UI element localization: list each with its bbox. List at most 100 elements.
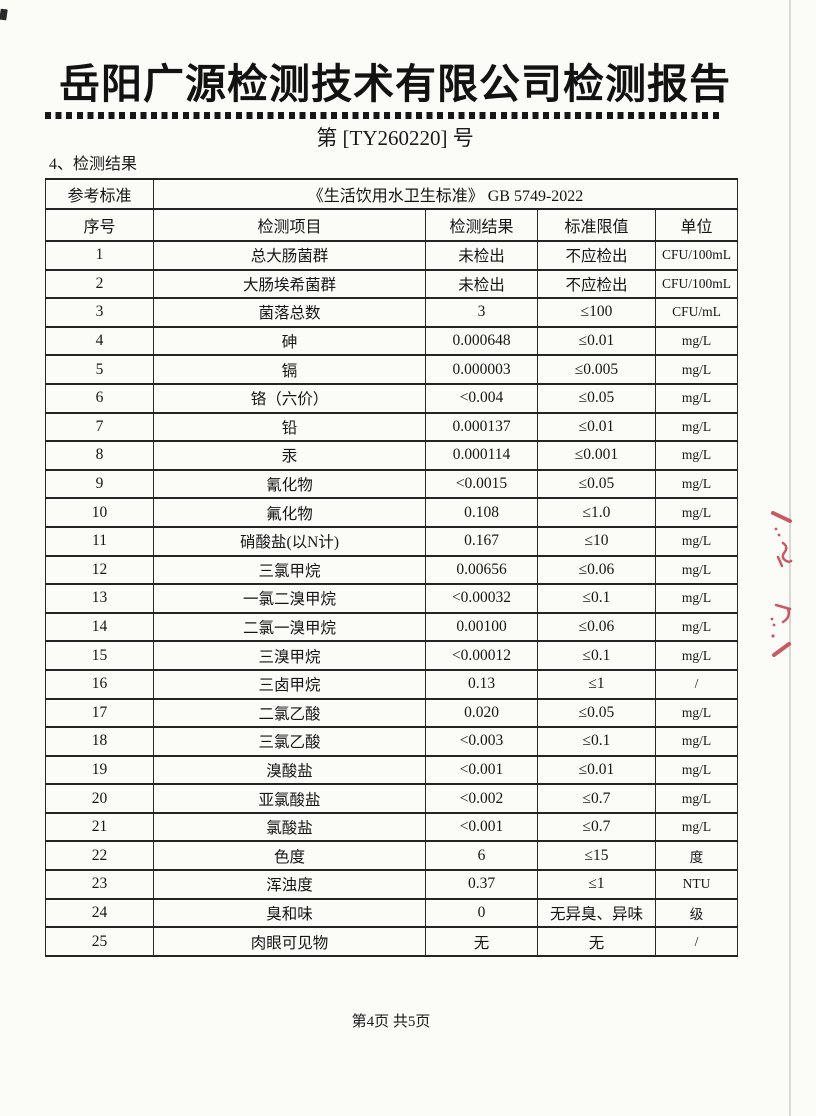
table-cell: 度	[655, 840, 738, 872]
table-cell: 级	[655, 897, 738, 929]
table-cell: 三氯乙酸	[153, 726, 426, 757]
table-cell: mg/L	[655, 411, 738, 443]
table-cell: 0.13	[425, 668, 538, 700]
red-pen-marks	[770, 511, 793, 657]
table-cell: 0.000137	[425, 411, 538, 443]
table-cell: 色度	[153, 840, 426, 872]
table-cell: ≤0.1	[537, 726, 656, 757]
table-cell: 6	[425, 840, 538, 872]
scan-speck	[0, 8, 8, 21]
table-cell: ≤0.06	[537, 554, 656, 586]
table-cell: ≤1	[537, 869, 656, 900]
table-row: 8 汞 0.000114 ≤0.001 mg/L	[45, 440, 738, 471]
table-cell: 无异臭、异味	[537, 897, 656, 929]
table-cell: 大肠埃希菌群	[153, 268, 426, 300]
table-cell: ≤0.01	[537, 325, 656, 357]
red-stroke-2	[781, 541, 791, 564]
table-header-row: 序号 检测项目 检测结果 标准限值 单位	[45, 208, 738, 242]
red-stroke-3	[776, 555, 784, 568]
table-cell: 0.00100	[425, 611, 538, 643]
table-cell: 未检出	[425, 268, 538, 300]
table-row: 16 三卤甲烷 0.13 ≤1/	[45, 668, 738, 700]
table-cell: <0.003	[425, 726, 538, 757]
table-cell: 3	[425, 297, 538, 328]
table-cell: mg/L	[655, 640, 738, 671]
table-cell: mg/L	[655, 754, 738, 786]
table-cell: 8	[45, 440, 154, 471]
table-cell: 2	[45, 268, 154, 300]
red-dot-6	[771, 634, 775, 638]
table-cell: 20	[45, 783, 154, 814]
table-cell: mg/L	[655, 468, 738, 500]
table-row: 19 溴酸盐 <0.001 ≤0.01 mg/L	[45, 754, 738, 786]
table-cell: <0.001	[425, 754, 538, 786]
table-cell: <0.002	[425, 783, 538, 814]
table-cell: 7	[45, 411, 154, 443]
table-cell: mg/L	[655, 525, 738, 557]
table-cell: 18	[45, 726, 154, 757]
table-row: 13 一氯二溴甲烷 <0.00032 ≤0.1 mg/L	[45, 583, 738, 614]
table-cell: 镉	[153, 354, 426, 385]
table-cell: mg/L	[655, 497, 738, 528]
table-cell: mg/L	[655, 783, 738, 814]
red-dot-5	[772, 623, 776, 627]
table-cell: ≤1	[537, 668, 656, 700]
table-cell: mg/L	[655, 811, 738, 843]
table-cell: ≤0.001	[537, 440, 656, 471]
table-cell: 0.000114	[425, 440, 538, 471]
table-cell: 菌落总数	[153, 297, 426, 328]
table-row: 12 三氯甲烷 0.00656 ≤0.06 mg/L	[45, 554, 738, 586]
table-cell: mg/L	[655, 697, 738, 729]
table-cell: ≤0.05	[537, 382, 656, 414]
results-table: 参考标准 《生活饮用水卫生标准》 GB 5749-2022 序号 检测项目 检测结果…	[45, 178, 738, 957]
table-cell: 25	[45, 926, 154, 957]
table-cell: CFU/mL	[655, 297, 738, 328]
table-cell: 22	[45, 840, 154, 872]
table-cell: 5	[45, 354, 154, 385]
table-row: 6 铬（六价） <0.004 ≤0.05 mg/L	[45, 382, 738, 414]
table-cell: ≤10	[537, 525, 656, 557]
red-dot-2	[777, 533, 781, 537]
table-cell: 三溴甲烷	[153, 640, 426, 671]
table-cell: 0.00656	[425, 554, 538, 586]
table-row: 5 镉 0.000003 ≤0.005 mg/L	[45, 354, 738, 385]
table-row: 11 硝酸盐(以N计) 0.167 ≤10 mg/L	[45, 525, 738, 557]
reference-standard-value: 《生活饮用水卫生标准》 GB 5749-2022	[153, 178, 738, 210]
table-row: 17 二氯乙酸 0.020 ≤0.05 mg/L	[45, 697, 738, 729]
red-dot-4	[770, 617, 774, 621]
table-cell: 0.167	[425, 525, 538, 557]
table-row: 20 亚氯酸盐 <0.002 ≤0.7 mg/L	[45, 783, 738, 814]
table-cell: 9	[45, 468, 154, 500]
table-cell: 10	[45, 497, 154, 528]
table-cell: 15	[45, 640, 154, 671]
table-cell: 6	[45, 382, 154, 414]
table-cell: 17	[45, 697, 154, 729]
table-cell: 不应检出	[537, 240, 656, 271]
table-cell: 氟化物	[153, 497, 426, 528]
table-row: 1 总大肠菌群 未检出 不应检出 CFU/100mL	[45, 240, 738, 271]
table-cell: 铬（六价）	[153, 382, 426, 414]
table-cell: CFU/100mL	[655, 268, 738, 300]
table-cell: 1	[45, 240, 154, 271]
table-cell: 0	[425, 897, 538, 929]
table-cell: <0.001	[425, 811, 538, 843]
dotted-separator	[45, 112, 719, 119]
table-cell: ≤0.1	[537, 583, 656, 614]
table-cell: ≤0.005	[537, 354, 656, 385]
table-cell: /	[655, 926, 738, 957]
table-cell: ≤0.01	[537, 411, 656, 443]
table-cell: ≤0.01	[537, 754, 656, 786]
section-heading: 4、检测结果	[49, 156, 138, 173]
table-cell: 浑浊度	[153, 869, 426, 900]
table-cell: 无	[537, 926, 656, 957]
table-row: 14 二氯一溴甲烷 0.00100 ≤0.06 mg/L	[45, 611, 738, 643]
table-cell: 23	[45, 869, 154, 900]
table-cell: 氰化物	[153, 468, 426, 500]
table-row: 2 大肠埃希菌群 未检出 不应检出 CFU/100mL	[45, 268, 738, 300]
table-cell: 不应检出	[537, 268, 656, 300]
table-cell: ≤15	[537, 840, 656, 872]
page-footer: 第4页 共5页	[351, 1014, 431, 1030]
reference-standard-row: 参考标准 《生活饮用水卫生标准》 GB 5749-2022	[45, 178, 738, 210]
table-cell: 0.000003	[425, 354, 538, 385]
table-row: 10 氟化物 0.108 ≤1.0 mg/L	[45, 497, 738, 528]
